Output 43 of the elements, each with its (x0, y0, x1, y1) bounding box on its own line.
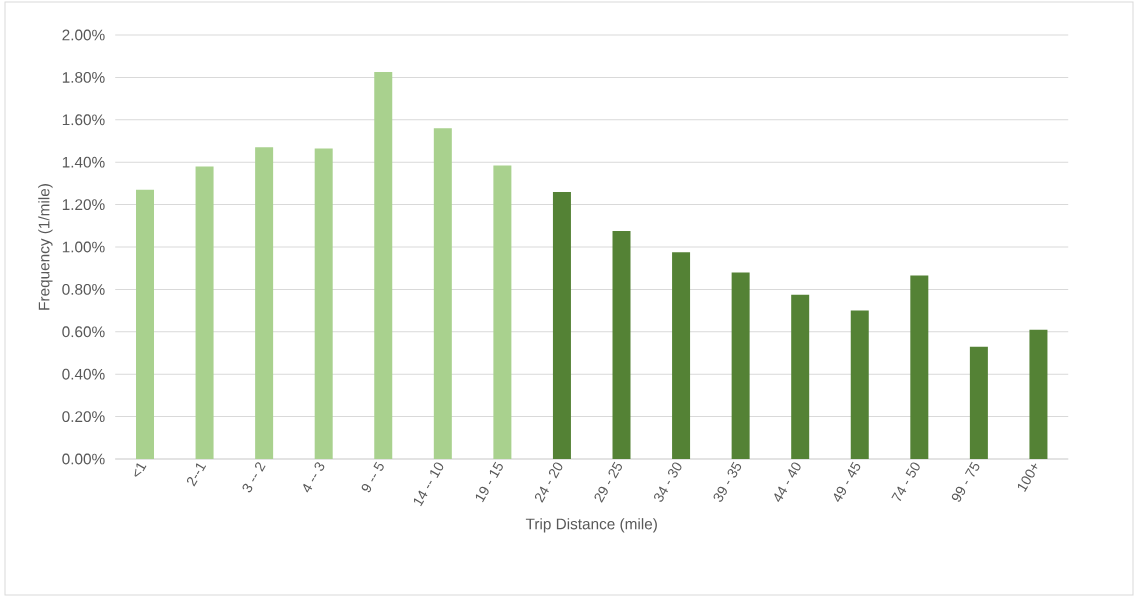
x-tick-label: 3 -- 2 (242, 462, 266, 493)
x-tick-label: 14 -- 10 (413, 462, 444, 507)
y-tick-label: 1.60% (62, 114, 105, 126)
bar (374, 72, 393, 459)
bar (314, 148, 333, 459)
bar (910, 275, 929, 459)
x-tick-label: 29 - 25 (594, 461, 622, 503)
y-tick-label: 0.00% (62, 453, 105, 465)
bar (255, 147, 274, 459)
x-tick-label: 49 - 45 (833, 461, 861, 502)
bar (791, 294, 810, 459)
bar (850, 310, 869, 459)
bar (136, 189, 154, 459)
y-tick-label: 0.20% (62, 411, 105, 423)
bar (195, 166, 214, 459)
y-tick-label: 1.40% (62, 156, 105, 168)
bar (731, 272, 750, 459)
x-tick-label: 4 -- 3 (303, 462, 325, 493)
x-tick-label: 99 - 75 (951, 461, 980, 502)
bar (969, 346, 988, 459)
y-tick-label: 1.00% (62, 241, 105, 253)
bar (493, 165, 512, 459)
bar (552, 191, 571, 459)
bar (1029, 329, 1048, 459)
y-tick-label: 2.00% (62, 29, 105, 41)
x-tick-label: 44 - 40 (774, 462, 801, 502)
y-tick-label: 0.60% (62, 326, 105, 338)
bar (612, 231, 631, 459)
y-tick-label: 1.20% (62, 199, 105, 211)
x-tick-label: 74 - 50 (891, 462, 920, 502)
bar (672, 252, 691, 459)
y-axis-title: Frequency (1/mile) (38, 184, 53, 310)
y-tick-label: 0.80% (62, 283, 105, 295)
x-axis-title: Trip Distance (mile) (525, 518, 657, 533)
y-tick-label: 1.80% (62, 71, 105, 83)
x-tick-label: 19 - 15 (475, 461, 503, 503)
bar (433, 128, 452, 459)
x-tick-label: 9 -- 5 (361, 461, 384, 493)
x-tick-label: <1 (134, 463, 147, 477)
x-tick-label: 39 - 35 (713, 461, 742, 502)
x-tick-label: 34 - 30 (654, 462, 682, 502)
x-tick-label: 24 - 20 (534, 462, 563, 503)
y-tick-label: 0.40% (62, 368, 105, 380)
